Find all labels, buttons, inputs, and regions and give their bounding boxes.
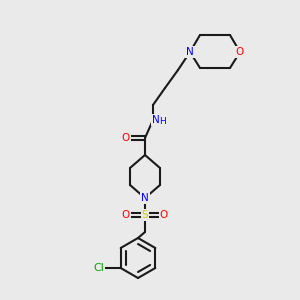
- Text: N: N: [186, 47, 194, 57]
- Text: S: S: [142, 210, 148, 220]
- Text: Cl: Cl: [93, 263, 104, 273]
- Text: O: O: [122, 133, 130, 143]
- Text: N: N: [141, 193, 149, 203]
- Text: N: N: [152, 115, 160, 125]
- Text: O: O: [236, 47, 244, 57]
- Text: H: H: [160, 116, 167, 125]
- Text: O: O: [160, 210, 168, 220]
- Text: O: O: [122, 210, 130, 220]
